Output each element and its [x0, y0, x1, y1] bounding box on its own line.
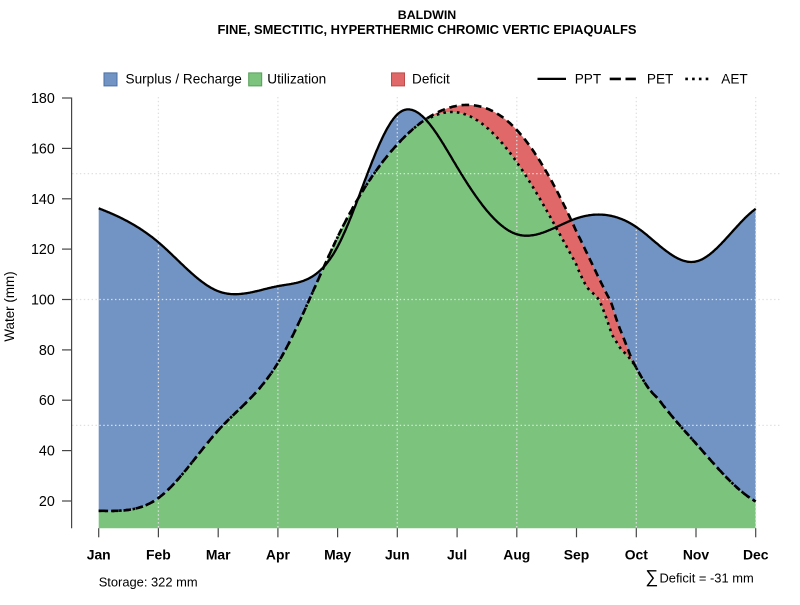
svg-text:100: 100	[31, 293, 55, 309]
svg-text:Sep: Sep	[564, 546, 589, 562]
svg-text:60: 60	[39, 393, 55, 409]
svg-text:160: 160	[31, 141, 55, 157]
svg-text:Storage: 322 mm: Storage: 322 mm	[99, 574, 198, 589]
svg-text:PPT: PPT	[575, 72, 601, 87]
svg-text:Nov: Nov	[683, 546, 710, 562]
svg-text:Feb: Feb	[146, 546, 171, 562]
svg-text:140: 140	[31, 192, 55, 208]
svg-text:80: 80	[39, 343, 55, 359]
svg-text:Aug: Aug	[503, 546, 530, 562]
svg-text:PET: PET	[647, 72, 673, 87]
svg-text:May: May	[324, 546, 351, 562]
svg-text:Dec: Dec	[743, 546, 769, 562]
svg-text:Deficit = -31 mm: Deficit = -31 mm	[660, 570, 754, 585]
svg-text:AET: AET	[721, 72, 747, 87]
svg-text:Deficit: Deficit	[412, 72, 450, 87]
svg-text:Apr: Apr	[266, 546, 291, 562]
svg-text:∑: ∑	[645, 566, 658, 586]
svg-text:Oct: Oct	[625, 546, 649, 562]
svg-text:180: 180	[31, 91, 55, 107]
svg-text:Jul: Jul	[447, 546, 467, 562]
svg-text:Surplus / Recharge: Surplus / Recharge	[126, 72, 242, 87]
svg-text:Water (mm): Water (mm)	[2, 271, 17, 341]
svg-text:Utilization: Utilization	[267, 72, 326, 87]
svg-text:40: 40	[39, 444, 55, 460]
svg-text:BALDWIN: BALDWIN	[398, 8, 457, 22]
svg-text:120: 120	[31, 242, 55, 258]
svg-text:20: 20	[39, 494, 55, 510]
svg-text:FINE, SMECTITIC, HYPERTHERMIC: FINE, SMECTITIC, HYPERTHERMIC CHROMIC VE…	[218, 22, 637, 37]
svg-text:Jun: Jun	[385, 546, 410, 562]
svg-text:Mar: Mar	[206, 546, 231, 562]
svg-text:Jan: Jan	[87, 546, 111, 562]
